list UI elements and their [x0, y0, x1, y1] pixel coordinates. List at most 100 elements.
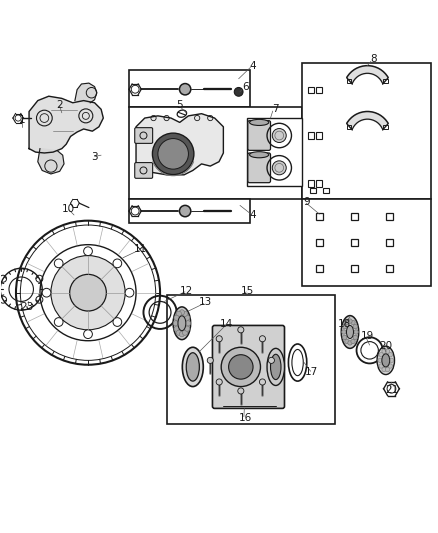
Text: 13: 13 [198, 297, 212, 308]
Ellipse shape [271, 354, 281, 379]
Text: 2: 2 [57, 100, 63, 110]
Circle shape [353, 325, 357, 329]
Circle shape [379, 352, 383, 357]
Ellipse shape [186, 353, 199, 381]
Circle shape [174, 315, 179, 320]
Text: 6: 6 [242, 83, 248, 93]
FancyBboxPatch shape [248, 153, 271, 183]
Circle shape [388, 364, 392, 368]
Text: 16: 16 [239, 413, 252, 423]
Bar [386, 213, 393, 220]
Text: 17: 17 [305, 367, 318, 377]
Circle shape [385, 349, 390, 353]
Text: 23: 23 [20, 302, 34, 312]
Circle shape [42, 288, 51, 297]
Bar [316, 265, 323, 272]
Circle shape [180, 205, 191, 217]
Ellipse shape [377, 346, 395, 375]
Circle shape [179, 332, 184, 337]
Circle shape [238, 327, 244, 333]
Circle shape [176, 311, 181, 317]
Bar [307, 181, 314, 187]
Ellipse shape [178, 316, 186, 330]
Circle shape [180, 84, 191, 95]
Polygon shape [38, 149, 64, 174]
Ellipse shape [382, 354, 390, 367]
Text: 20: 20 [379, 341, 392, 351]
Circle shape [184, 315, 190, 320]
Circle shape [272, 161, 286, 175]
Bar [383, 79, 388, 83]
Ellipse shape [267, 349, 285, 385]
Bar [323, 188, 329, 193]
Text: 4: 4 [250, 61, 256, 71]
Circle shape [185, 321, 191, 326]
Polygon shape [346, 66, 388, 82]
Bar [316, 239, 323, 246]
Circle shape [343, 325, 347, 329]
Circle shape [51, 256, 125, 330]
Circle shape [385, 367, 390, 372]
Text: 21: 21 [385, 385, 398, 394]
Circle shape [54, 318, 63, 326]
Text: 7: 7 [272, 104, 279, 114]
Polygon shape [29, 96, 103, 153]
Text: 15: 15 [241, 286, 254, 295]
Circle shape [351, 320, 355, 325]
FancyBboxPatch shape [212, 326, 285, 408]
Ellipse shape [341, 316, 359, 349]
Bar [307, 87, 314, 93]
Circle shape [382, 349, 386, 353]
Bar [130, 199, 250, 223]
Circle shape [234, 87, 243, 96]
Polygon shape [136, 114, 223, 175]
Circle shape [379, 364, 383, 368]
Bar [310, 188, 316, 193]
Circle shape [216, 336, 222, 342]
Bar [247, 118, 302, 185]
Bar [386, 239, 393, 246]
Bar [351, 239, 358, 246]
Ellipse shape [346, 326, 353, 338]
Circle shape [221, 348, 261, 386]
Bar [302, 199, 431, 286]
Text: 9: 9 [303, 197, 310, 207]
Ellipse shape [152, 133, 194, 175]
Bar [302, 63, 431, 199]
Circle shape [351, 340, 355, 344]
Bar [351, 265, 358, 272]
Circle shape [179, 310, 184, 315]
Ellipse shape [173, 307, 191, 340]
Circle shape [354, 330, 358, 334]
Text: 12: 12 [180, 286, 193, 295]
Circle shape [348, 341, 352, 345]
Circle shape [176, 330, 181, 335]
Circle shape [272, 128, 286, 142]
FancyBboxPatch shape [135, 128, 152, 143]
Bar [307, 133, 314, 139]
Ellipse shape [250, 119, 269, 125]
Text: 3: 3 [91, 152, 98, 163]
Circle shape [389, 358, 394, 362]
Bar [316, 87, 322, 93]
Circle shape [259, 379, 265, 385]
Circle shape [174, 326, 179, 332]
Ellipse shape [158, 139, 188, 169]
Text: 11: 11 [134, 244, 147, 254]
Circle shape [378, 358, 382, 362]
Circle shape [113, 318, 122, 326]
Circle shape [348, 319, 352, 323]
Bar [166, 295, 335, 424]
Circle shape [342, 330, 346, 334]
Circle shape [388, 352, 392, 357]
Text: 10: 10 [62, 204, 75, 214]
Bar [130, 107, 302, 199]
Text: 19: 19 [361, 332, 374, 341]
Circle shape [345, 340, 349, 344]
Circle shape [84, 247, 92, 256]
Text: 1: 1 [18, 115, 25, 125]
Circle shape [345, 320, 349, 325]
Circle shape [382, 367, 386, 372]
Circle shape [182, 330, 187, 335]
Polygon shape [75, 83, 97, 103]
